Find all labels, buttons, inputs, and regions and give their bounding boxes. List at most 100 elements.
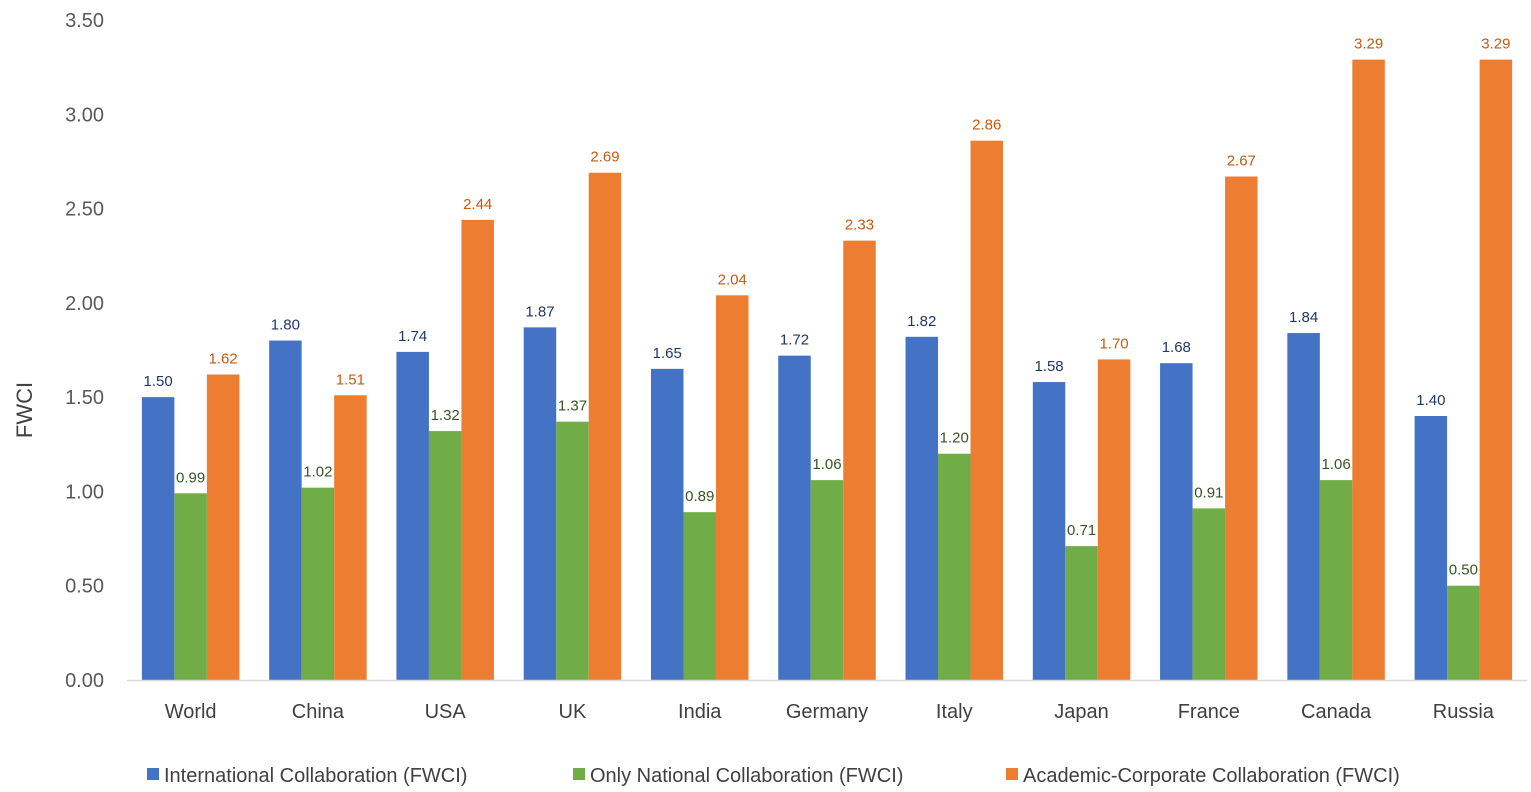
data-label: 0.99 — [176, 469, 205, 486]
data-labels-group: 1.50 0.99 1.62 1.80 1.02 1.51 1.74 1.32 2.44 1.87… — [144, 36, 1511, 579]
y-tick-label: 3.00 — [65, 104, 104, 126]
bar-only-national-collaboration-fwci-canada — [1319, 480, 1353, 680]
legend: International Collaboration (FWCI) Only N… — [147, 765, 1400, 787]
bar-international-collaboration-fwci-usa — [396, 351, 429, 680]
y-tick-label: 0.50 — [65, 576, 104, 598]
data-label: 2.69 — [590, 149, 619, 166]
data-label: 1.51 — [336, 371, 365, 388]
data-label: 1.80 — [271, 317, 300, 334]
bar-academic-corporate-collaboration-fwci-uk — [588, 172, 622, 681]
data-label: 0.91 — [1194, 484, 1223, 501]
bar-academic-corporate-collaboration-fwci-italy — [970, 140, 1004, 680]
x-tick-label: USA — [425, 701, 467, 723]
data-label: 2.86 — [972, 117, 1001, 134]
data-label: 2.67 — [1227, 153, 1256, 170]
x-tick-label: China — [292, 701, 345, 723]
bar-international-collaboration-fwci-germany — [778, 355, 811, 680]
data-label: 1.20 — [940, 430, 969, 447]
x-tick-label: Russia — [1433, 701, 1495, 723]
bar-only-national-collaboration-fwci-world — [174, 493, 207, 680]
legend-label: Academic-Corporate Collaboration (FWCI) — [1023, 765, 1400, 787]
legend-swatch — [573, 768, 585, 780]
legend-label: Only National Collaboration (FWCI) — [590, 765, 903, 787]
x-axis-labels: World China USA UK India Germany Italy Japan Fra… — [165, 701, 1495, 723]
legend-swatch — [147, 768, 159, 780]
legend-swatch — [1006, 768, 1018, 780]
legend-label: International Collaboration (FWCI) — [164, 765, 467, 787]
x-tick-label: Italy — [936, 701, 973, 723]
data-label: 1.68 — [1162, 339, 1191, 356]
bar-academic-corporate-collaboration-fwci-world — [206, 374, 240, 680]
bar-international-collaboration-fwci-japan — [1032, 382, 1066, 680]
data-label: 1.06 — [812, 456, 841, 473]
bar-international-collaboration-fwci-france — [1160, 363, 1193, 680]
y-tick-label: 2.50 — [65, 199, 104, 221]
data-label: 3.29 — [1481, 36, 1510, 53]
bar-only-national-collaboration-fwci-japan — [1065, 546, 1098, 680]
x-tick-label: India — [678, 701, 722, 723]
data-label: 1.50 — [144, 373, 173, 390]
bar-international-collaboration-fwci-canada — [1287, 333, 1320, 680]
bar-only-national-collaboration-fwci-china — [301, 487, 335, 680]
data-label: 2.33 — [845, 217, 874, 234]
data-label: 1.40 — [1416, 392, 1445, 409]
data-label: 0.71 — [1067, 522, 1096, 539]
y-axis-ticks: 0.00 0.50 1.00 1.50 2.00 2.50 3.00 3.50 — [65, 10, 104, 692]
data-label: 1.37 — [558, 398, 587, 415]
bar-academic-corporate-collaboration-fwci-canada — [1352, 59, 1385, 681]
bar-only-national-collaboration-fwci-india — [683, 512, 716, 680]
data-label: 1.82 — [907, 313, 936, 330]
data-label: 0.89 — [685, 488, 714, 505]
bar-only-national-collaboration-fwci-usa — [428, 431, 462, 680]
x-tick-label: France — [1178, 701, 1240, 723]
x-tick-label: Japan — [1054, 701, 1109, 723]
data-label: 1.06 — [1321, 456, 1350, 473]
y-tick-label: 2.00 — [65, 293, 104, 315]
data-label: 1.84 — [1289, 309, 1318, 326]
data-label: 1.02 — [303, 464, 332, 481]
x-tick-label: Canada — [1301, 701, 1372, 723]
y-tick-label: 1.50 — [65, 387, 104, 409]
data-label: 2.04 — [718, 271, 747, 288]
bar-international-collaboration-fwci-uk — [523, 327, 557, 680]
x-tick-label: World — [165, 701, 217, 723]
y-tick-label: 0.00 — [65, 670, 104, 692]
data-label: 1.65 — [653, 345, 682, 362]
bar-only-national-collaboration-fwci-france — [1192, 508, 1226, 680]
bar-only-national-collaboration-fwci-germany — [810, 480, 844, 680]
bar-international-collaboration-fwci-india — [650, 368, 684, 680]
bar-academic-corporate-collaboration-fwci-germany — [843, 240, 876, 680]
bar-only-national-collaboration-fwci-italy — [938, 453, 971, 680]
bar-international-collaboration-fwci-russia — [1414, 416, 1448, 680]
data-label: 1.74 — [398, 328, 427, 345]
bar-international-collaboration-fwci-china — [269, 340, 302, 680]
data-label: 1.32 — [431, 407, 460, 424]
bar-only-national-collaboration-fwci-russia — [1447, 585, 1480, 680]
bar-academic-corporate-collaboration-fwci-russia — [1479, 59, 1513, 681]
data-label: 0.50 — [1449, 562, 1478, 579]
x-tick-label: Germany — [786, 701, 868, 723]
data-label: 1.58 — [1034, 358, 1063, 375]
y-axis-title: FWCI — [12, 382, 37, 438]
data-label: 1.70 — [1099, 335, 1128, 352]
data-label: 2.44 — [463, 196, 492, 213]
bar-academic-corporate-collaboration-fwci-india — [715, 295, 749, 680]
data-label: 1.62 — [209, 351, 238, 368]
bar-academic-corporate-collaboration-fwci-japan — [1097, 359, 1131, 680]
y-tick-label: 1.00 — [65, 481, 104, 503]
y-tick-label: 3.50 — [65, 10, 104, 32]
bar-international-collaboration-fwci-italy — [905, 336, 939, 680]
bar-academic-corporate-collaboration-fwci-usa — [461, 219, 494, 680]
bar-academic-corporate-collaboration-fwci-france — [1225, 176, 1258, 680]
y-axis-title-group: FWCI — [12, 382, 37, 438]
data-label: 3.29 — [1354, 36, 1383, 53]
x-tick-label: UK — [559, 701, 587, 723]
bar-only-national-collaboration-fwci-uk — [556, 421, 589, 680]
bar-international-collaboration-fwci-world — [141, 397, 175, 680]
bar-academic-corporate-collaboration-fwci-china — [334, 395, 367, 680]
data-label: 1.87 — [525, 303, 554, 320]
bars-group — [141, 59, 1513, 681]
data-label: 1.72 — [780, 332, 809, 349]
